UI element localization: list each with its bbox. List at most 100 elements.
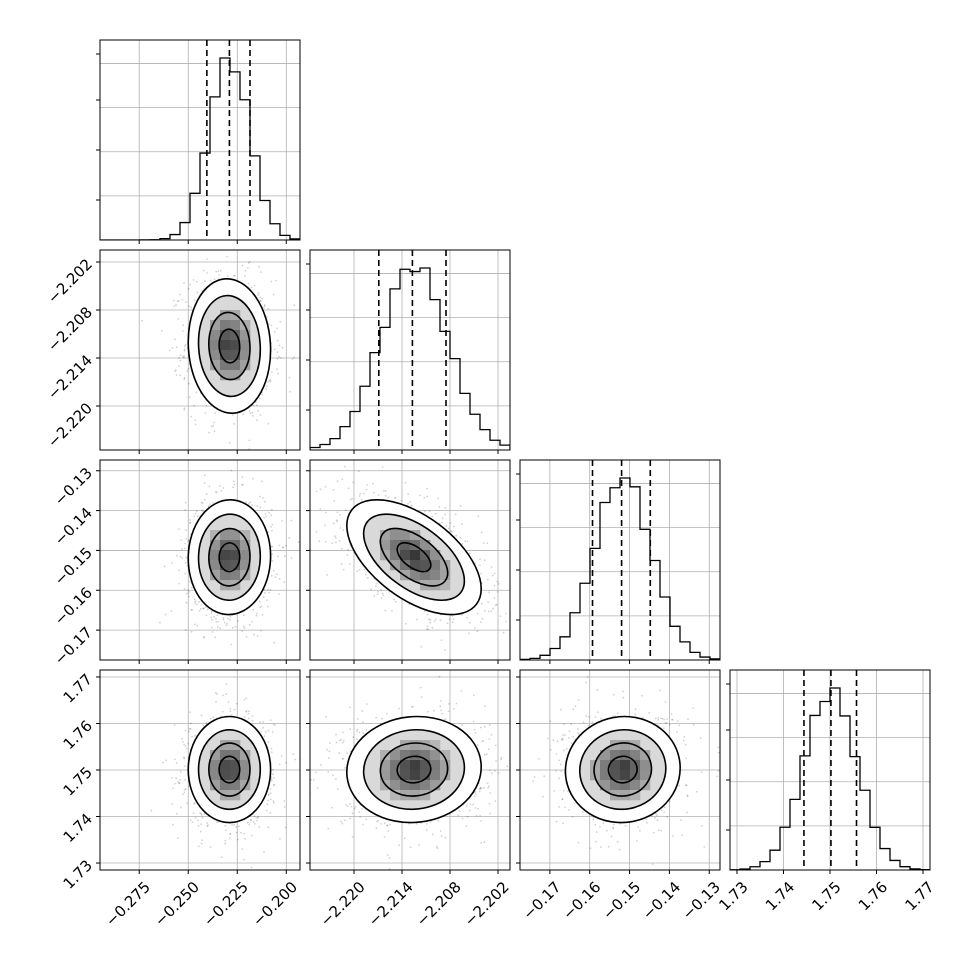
scatter-point: [438, 675, 441, 678]
density-pixel: [210, 330, 221, 341]
scatter-point: [375, 582, 378, 585]
scatter-point: [225, 624, 228, 627]
scatter-point: [273, 783, 276, 786]
panel-content: [100, 670, 300, 870]
scatter-point: [175, 374, 178, 376]
scatter-point: [319, 488, 322, 491]
scatter-point: [431, 515, 434, 518]
scatter-point: [469, 803, 472, 806]
scatter-point: [473, 728, 476, 731]
density-pixel: [400, 530, 411, 541]
scatter-point: [393, 598, 396, 601]
scatter-point: [250, 818, 252, 821]
scatter-point: [189, 722, 192, 725]
scatter-point: [213, 421, 215, 424]
contour-line: [218, 755, 241, 784]
scatter-point: [195, 603, 198, 606]
scatter-point: [187, 287, 190, 290]
scatter-point: [178, 357, 181, 359]
scatter-point: [270, 574, 273, 577]
scatter-point: [264, 228, 266, 230]
scatter-point: [344, 819, 346, 822]
panel-content: [100, 40, 300, 240]
scatter-point: [444, 836, 447, 839]
scatter-point: [449, 530, 452, 532]
scatter-point: [448, 703, 450, 705]
scatter-point: [252, 608, 255, 611]
scatter-point: [356, 718, 359, 720]
scatter-point: [297, 541, 300, 544]
scatter-point: [245, 697, 248, 699]
scatter-point: [188, 595, 190, 598]
scatter-point: [272, 773, 274, 776]
scatter-point: [248, 710, 250, 713]
scatter-point: [496, 580, 499, 583]
scatter-point: [342, 739, 345, 742]
scatter-point: [274, 576, 277, 578]
scatter-point: [235, 702, 238, 705]
scatter-point: [187, 540, 189, 543]
density-pixel: [210, 750, 221, 761]
scatter-point: [187, 368, 190, 370]
scatter-point: [213, 616, 215, 618]
scatter-point: [288, 376, 291, 379]
histogram-panel-1: [306, 249, 511, 454]
scatter-point: [267, 793, 270, 796]
scatter-point: [175, 304, 178, 306]
scatter-point: [324, 485, 327, 488]
density-pixel: [230, 550, 241, 561]
scatter-point: [279, 838, 281, 840]
scatter-point: [182, 330, 184, 332]
scatter-point: [204, 412, 207, 414]
scatter-point: [468, 632, 470, 635]
scatter-point: [375, 827, 378, 829]
scatter-point: [419, 494, 421, 497]
density-pixel: [390, 540, 401, 551]
scatter-point: [410, 504, 413, 507]
scatter-point: [203, 482, 206, 484]
scatter-point: [225, 829, 227, 832]
scatter-point: [341, 822, 344, 825]
scatter-point: [452, 618, 455, 621]
density-pixel: [220, 770, 231, 781]
scatter-point: [246, 821, 249, 824]
contour-line: [362, 513, 466, 602]
scatter-point: [335, 537, 337, 539]
scatter-point: [242, 483, 244, 486]
scatter-point: [260, 300, 262, 302]
scatter-point: [372, 482, 374, 485]
scatter-point: [211, 631, 214, 633]
scatter-point: [272, 569, 275, 572]
scatter-point: [183, 791, 186, 794]
scatter-point: [291, 358, 294, 360]
scatter-point: [204, 474, 206, 477]
density-pixel: [230, 350, 241, 361]
scatter-point: [194, 816, 197, 819]
scatter-point: [205, 404, 208, 407]
scatter-point: [183, 348, 186, 350]
scatter-point: [259, 296, 262, 299]
scatter-point: [257, 815, 259, 818]
scatter-point: [187, 539, 190, 542]
scatter-point: [449, 618, 451, 620]
scatter-point: [241, 630, 244, 632]
scatter-point: [216, 614, 219, 617]
scatter-point: [203, 813, 206, 815]
density-pixel: [220, 750, 231, 761]
scatter-point: [198, 601, 201, 603]
scatter-point: [446, 622, 449, 624]
scatter-point: [256, 505, 259, 507]
scatter-point: [349, 498, 352, 501]
scatter-point: [231, 626, 234, 629]
scatter-point: [276, 573, 278, 576]
scatter-point: [200, 814, 203, 816]
scatter-point: [273, 331, 276, 333]
scatter-point: [263, 851, 265, 853]
scatter-point: [270, 525, 272, 528]
scatter-point: [326, 574, 329, 576]
scatter-point: [183, 547, 186, 550]
scatter-point: [340, 563, 343, 565]
scatter-point: [193, 299, 196, 302]
scatter-point: [255, 614, 258, 617]
scatter-point: [230, 469, 233, 472]
